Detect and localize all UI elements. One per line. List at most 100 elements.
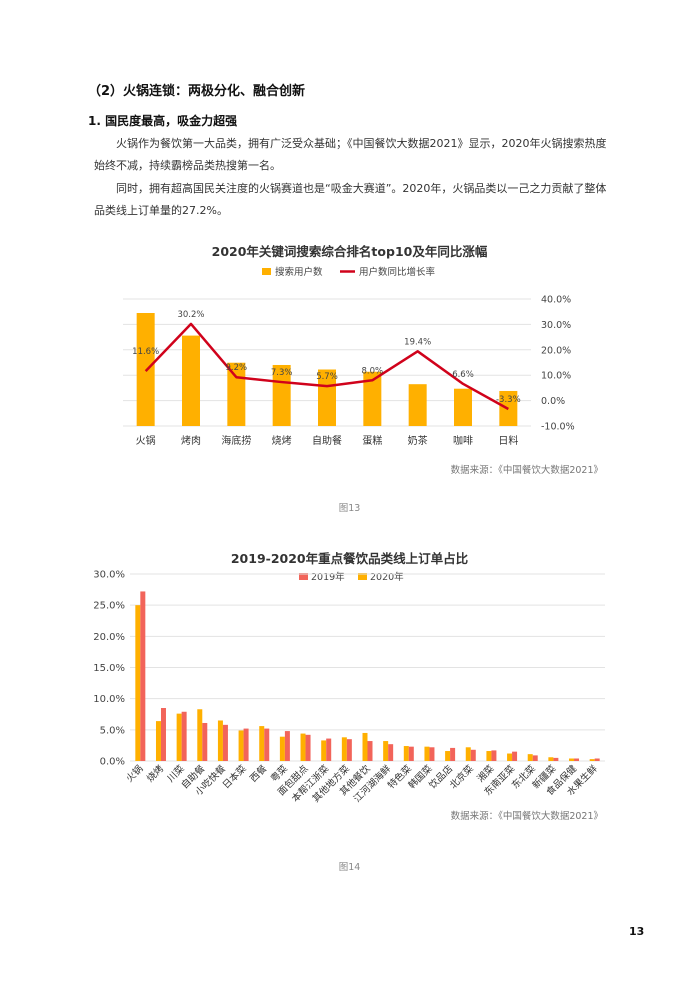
data-label-growth-rate: -3.3% — [496, 395, 521, 405]
y-tick-label: 25.0% — [93, 601, 125, 612]
bar-2019 — [470, 749, 476, 761]
figure14-caption: 图14 — [338, 862, 361, 873]
legend-label-growth-rate: 用户数同比增长率 — [359, 266, 436, 278]
bar-2020 — [155, 721, 161, 761]
chart1-title: 2020年关键词搜索综合排名top10及年同比涨幅 — [211, 244, 488, 259]
page-number: 13 — [629, 925, 645, 938]
bar-2019 — [574, 758, 580, 761]
chart2-source: 数据来源：《中国餐饮大数据2021》 — [450, 811, 603, 822]
y-tick-label: 10.0% — [93, 694, 125, 705]
bar-2020 — [403, 746, 409, 761]
data-label-growth-rate: 9.2% — [226, 363, 248, 373]
bar-2020 — [527, 754, 533, 761]
bar-2020 — [548, 757, 554, 761]
bar-2019 — [346, 739, 352, 761]
bar-2019 — [284, 731, 290, 761]
chart1-source: 数据来源：《中国餐饮大数据2021》 — [450, 465, 603, 476]
y-tick-label: 20.0% — [93, 632, 125, 643]
sub-heading: 1. 国民度最高，吸金力超强 — [88, 114, 238, 128]
x-tick-label: 火锅 — [124, 763, 145, 784]
y-tick-label: 15.0% — [93, 663, 125, 674]
bar-2019 — [553, 757, 559, 761]
bar-2019 — [367, 741, 373, 761]
bar-2020 — [589, 759, 595, 761]
bar-2020 — [569, 758, 575, 761]
x-tick-label: 烧烤 — [144, 762, 166, 784]
legend-label-2020: 2020年 — [370, 571, 404, 583]
bar-2020 — [135, 605, 141, 761]
y2-tick-label: -10.0% — [541, 422, 575, 433]
bar-2019 — [450, 747, 456, 761]
bar-2019 — [491, 750, 497, 761]
y2-tick-label: 30.0% — [541, 320, 571, 331]
paragraph-1: 火锅作为餐饮第一大品类，拥有广泛受众基础；《中国餐饮大数据2021》显示，202… — [94, 137, 607, 172]
bar-2020 — [486, 751, 492, 761]
paragraph-2: 同时，拥有超高国民关注度的火锅赛道也是“吸金大赛道”。2020年，火锅品类以一己… — [94, 182, 607, 217]
x-tick-label: 北京菜 — [447, 762, 476, 791]
line-growth-rate — [144, 322, 509, 411]
bar-2019 — [429, 747, 435, 761]
bar-2020 — [238, 730, 244, 761]
x-tick-label: 奶茶 — [408, 434, 428, 447]
bar-2019 — [140, 591, 146, 761]
legend-label-search-users: 搜索用户数 — [275, 266, 323, 278]
legend-label-2019: 2019年 — [311, 571, 345, 583]
chart1-svg: 搜索用户数 用户数同比增长率 40.0% 30.0% 20.0% 10.0% 0.0% -10… — [123, 266, 575, 447]
data-label-growth-rate: 7.3% — [271, 368, 293, 378]
bar-2019 — [160, 708, 166, 761]
bar-2020 — [465, 747, 471, 761]
y-tick-label: 30.0% — [93, 570, 125, 581]
data-label-growth-rate: 8.0% — [362, 366, 384, 376]
section-heading: （2）火锅连锁：两极分化、融合创新 — [88, 84, 306, 99]
bar-search-users — [272, 364, 291, 426]
bar-2019 — [202, 722, 208, 761]
bar-search-users — [318, 369, 336, 426]
bar-2020 — [176, 713, 182, 761]
legend-swatch-2019 — [299, 573, 308, 580]
x-tick-label: 火锅 — [136, 435, 156, 447]
y-tick-label: 5.0% — [100, 725, 125, 736]
bar-search-users — [363, 371, 382, 426]
bar-2019 — [264, 728, 270, 761]
legend-swatch-2020 — [358, 573, 367, 580]
x-tick-label: 咖啡 — [453, 435, 473, 447]
y2-tick-label: 40.0% — [541, 295, 571, 306]
bar-2019 — [243, 728, 249, 761]
x-tick-label: 日料 — [498, 434, 518, 447]
bar-2020 — [300, 733, 306, 761]
bar-2020 — [279, 736, 285, 761]
bar-2020 — [507, 753, 513, 761]
y2-tick-label: 0.0% — [541, 396, 565, 407]
bar-2020 — [424, 746, 430, 761]
bar-2019 — [532, 755, 538, 761]
legend-swatch-search-users — [262, 268, 271, 275]
bar-2020 — [217, 720, 223, 761]
bar-2020 — [362, 732, 368, 761]
bar-2019 — [408, 746, 414, 761]
data-label-growth-rate: 5.7% — [316, 372, 338, 382]
bar-2019 — [594, 758, 600, 761]
x-tick-label: 蛋糕 — [362, 434, 382, 447]
bar-2019 — [512, 751, 518, 761]
bar-search-users — [454, 388, 472, 426]
chart2-svg: 2019年 2020年 30.0% 25.0% 20.0% 15.0% 10.0% 5.0% 0… — [93, 570, 605, 805]
bar-2020 — [341, 737, 347, 761]
bar-search-users — [408, 384, 427, 426]
x-tick-label: 西餐 — [247, 762, 269, 784]
data-label-growth-rate: 11.6% — [132, 347, 159, 357]
y-tick-label: 0.0% — [100, 757, 125, 768]
x-tick-label: 日本菜 — [220, 762, 249, 791]
bar-2020 — [197, 709, 203, 761]
figure13-caption: 图13 — [338, 503, 361, 514]
x-tick-label: 烧烤 — [272, 434, 292, 447]
data-label-growth-rate: 30.2% — [177, 310, 204, 320]
x-tick-label: 自助餐 — [312, 434, 342, 447]
bar-2020 — [445, 751, 451, 761]
y2-tick-label: 20.0% — [541, 345, 571, 356]
bar-2019 — [222, 724, 228, 761]
bar-2020 — [259, 726, 265, 761]
chart2-title: 2019-2020年重点餐饮品类线上订单占比 — [230, 551, 469, 566]
data-label-growth-rate: 6.6% — [452, 370, 474, 380]
bar-2019 — [305, 734, 311, 761]
bar-2019 — [181, 711, 187, 761]
